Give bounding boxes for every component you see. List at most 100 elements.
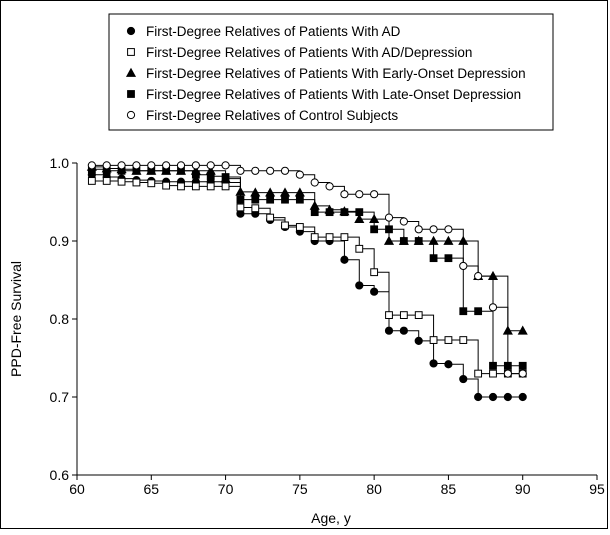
data-point [87, 177, 96, 185]
data-point [340, 208, 349, 217]
data-point [340, 190, 349, 199]
data-point [518, 392, 527, 402]
data-point [474, 307, 483, 316]
legend-marker [126, 110, 136, 120]
series-5 [87, 161, 527, 378]
axes: 60 65 70 75 80 85 90 95 0.6 0.7 0.8 0.9 1.0 [50, 155, 605, 497]
data-point [132, 178, 141, 187]
data-point [444, 336, 453, 344]
legend-marker [125, 67, 137, 77]
series-line [91, 168, 523, 367]
data-point [206, 172, 215, 181]
data-point [236, 166, 245, 175]
x-tick-label: 70 [218, 481, 234, 497]
data-point [340, 255, 349, 264]
data-point [355, 281, 364, 290]
legend-box [108, 13, 554, 131]
y-axis-label: PPD-Free Survival [8, 261, 24, 377]
series-2 [87, 177, 527, 378]
plot-area [86, 161, 528, 402]
data-point [444, 254, 453, 263]
data-point [102, 177, 111, 185]
data-point [384, 326, 394, 335]
data-point [340, 233, 349, 241]
data-point [370, 287, 379, 296]
data-point [459, 374, 468, 384]
data-point [399, 326, 408, 335]
data-point [266, 195, 275, 204]
series-line [91, 174, 523, 398]
data-point [221, 173, 230, 181]
data-point [399, 217, 408, 226]
y-tick-label: 0.8 [50, 311, 70, 327]
legend-marker [127, 48, 135, 56]
data-point [280, 166, 290, 175]
data-point [518, 361, 527, 370]
data-point [370, 225, 379, 234]
data-point [488, 392, 498, 402]
data-point [176, 161, 186, 170]
legend-label: First-Degree Relatives of Patients With … [146, 66, 526, 81]
data-point [206, 161, 215, 170]
series-4 [87, 165, 527, 370]
data-point [206, 182, 215, 191]
legend-label: First-Degree Relatives of Patients With … [146, 87, 521, 102]
data-point [414, 311, 423, 320]
data-point [429, 336, 438, 344]
data-point [295, 223, 304, 231]
data-point [236, 203, 245, 212]
legend: First-Degree Relatives of Patients With … [108, 13, 554, 131]
data-point [444, 360, 453, 369]
data-point [191, 182, 200, 191]
data-point [355, 208, 364, 217]
data-point [325, 182, 334, 191]
legend-label: First-Degree Relatives of Patients With … [146, 45, 472, 60]
data-point [117, 161, 126, 170]
legend-label: First-Degree Relatives of Patients With … [146, 24, 401, 39]
data-point [251, 166, 260, 175]
series-line [91, 166, 523, 332]
data-point [162, 161, 171, 170]
data-point [354, 213, 365, 224]
data-point [444, 225, 453, 234]
x-tick-label: 85 [441, 481, 457, 497]
data-point [414, 225, 423, 234]
data-point [266, 166, 275, 175]
data-point [517, 325, 528, 335]
data-point [489, 361, 497, 370]
data-point [177, 182, 185, 191]
y-tick-label: 0.7 [50, 389, 70, 405]
data-point [488, 303, 498, 312]
data-point [87, 161, 96, 170]
data-point [281, 221, 289, 230]
data-point [414, 336, 423, 345]
data-point [385, 311, 393, 320]
data-point [399, 237, 408, 245]
x-tick-label: 65 [143, 481, 159, 497]
data-point [459, 307, 468, 316]
x-tick-label: 95 [589, 481, 605, 497]
data-point [295, 195, 304, 204]
data-point [474, 369, 483, 378]
data-point [310, 178, 319, 187]
data-point [310, 208, 319, 217]
x-axis-label: Age, y [311, 510, 351, 526]
data-point [370, 268, 379, 277]
data-point [281, 195, 289, 204]
legend-marker [127, 90, 135, 98]
data-point [266, 213, 275, 222]
data-point [429, 225, 438, 234]
data-point [474, 272, 483, 281]
data-point [414, 237, 423, 245]
data-point [503, 369, 512, 378]
data-point [221, 182, 230, 191]
data-point [459, 336, 468, 344]
data-point [325, 208, 334, 217]
data-point [325, 233, 334, 241]
data-point [191, 170, 200, 179]
data-point [310, 233, 319, 241]
x-tick-label: 90 [515, 481, 531, 497]
x-tick-label: 80 [366, 481, 382, 497]
